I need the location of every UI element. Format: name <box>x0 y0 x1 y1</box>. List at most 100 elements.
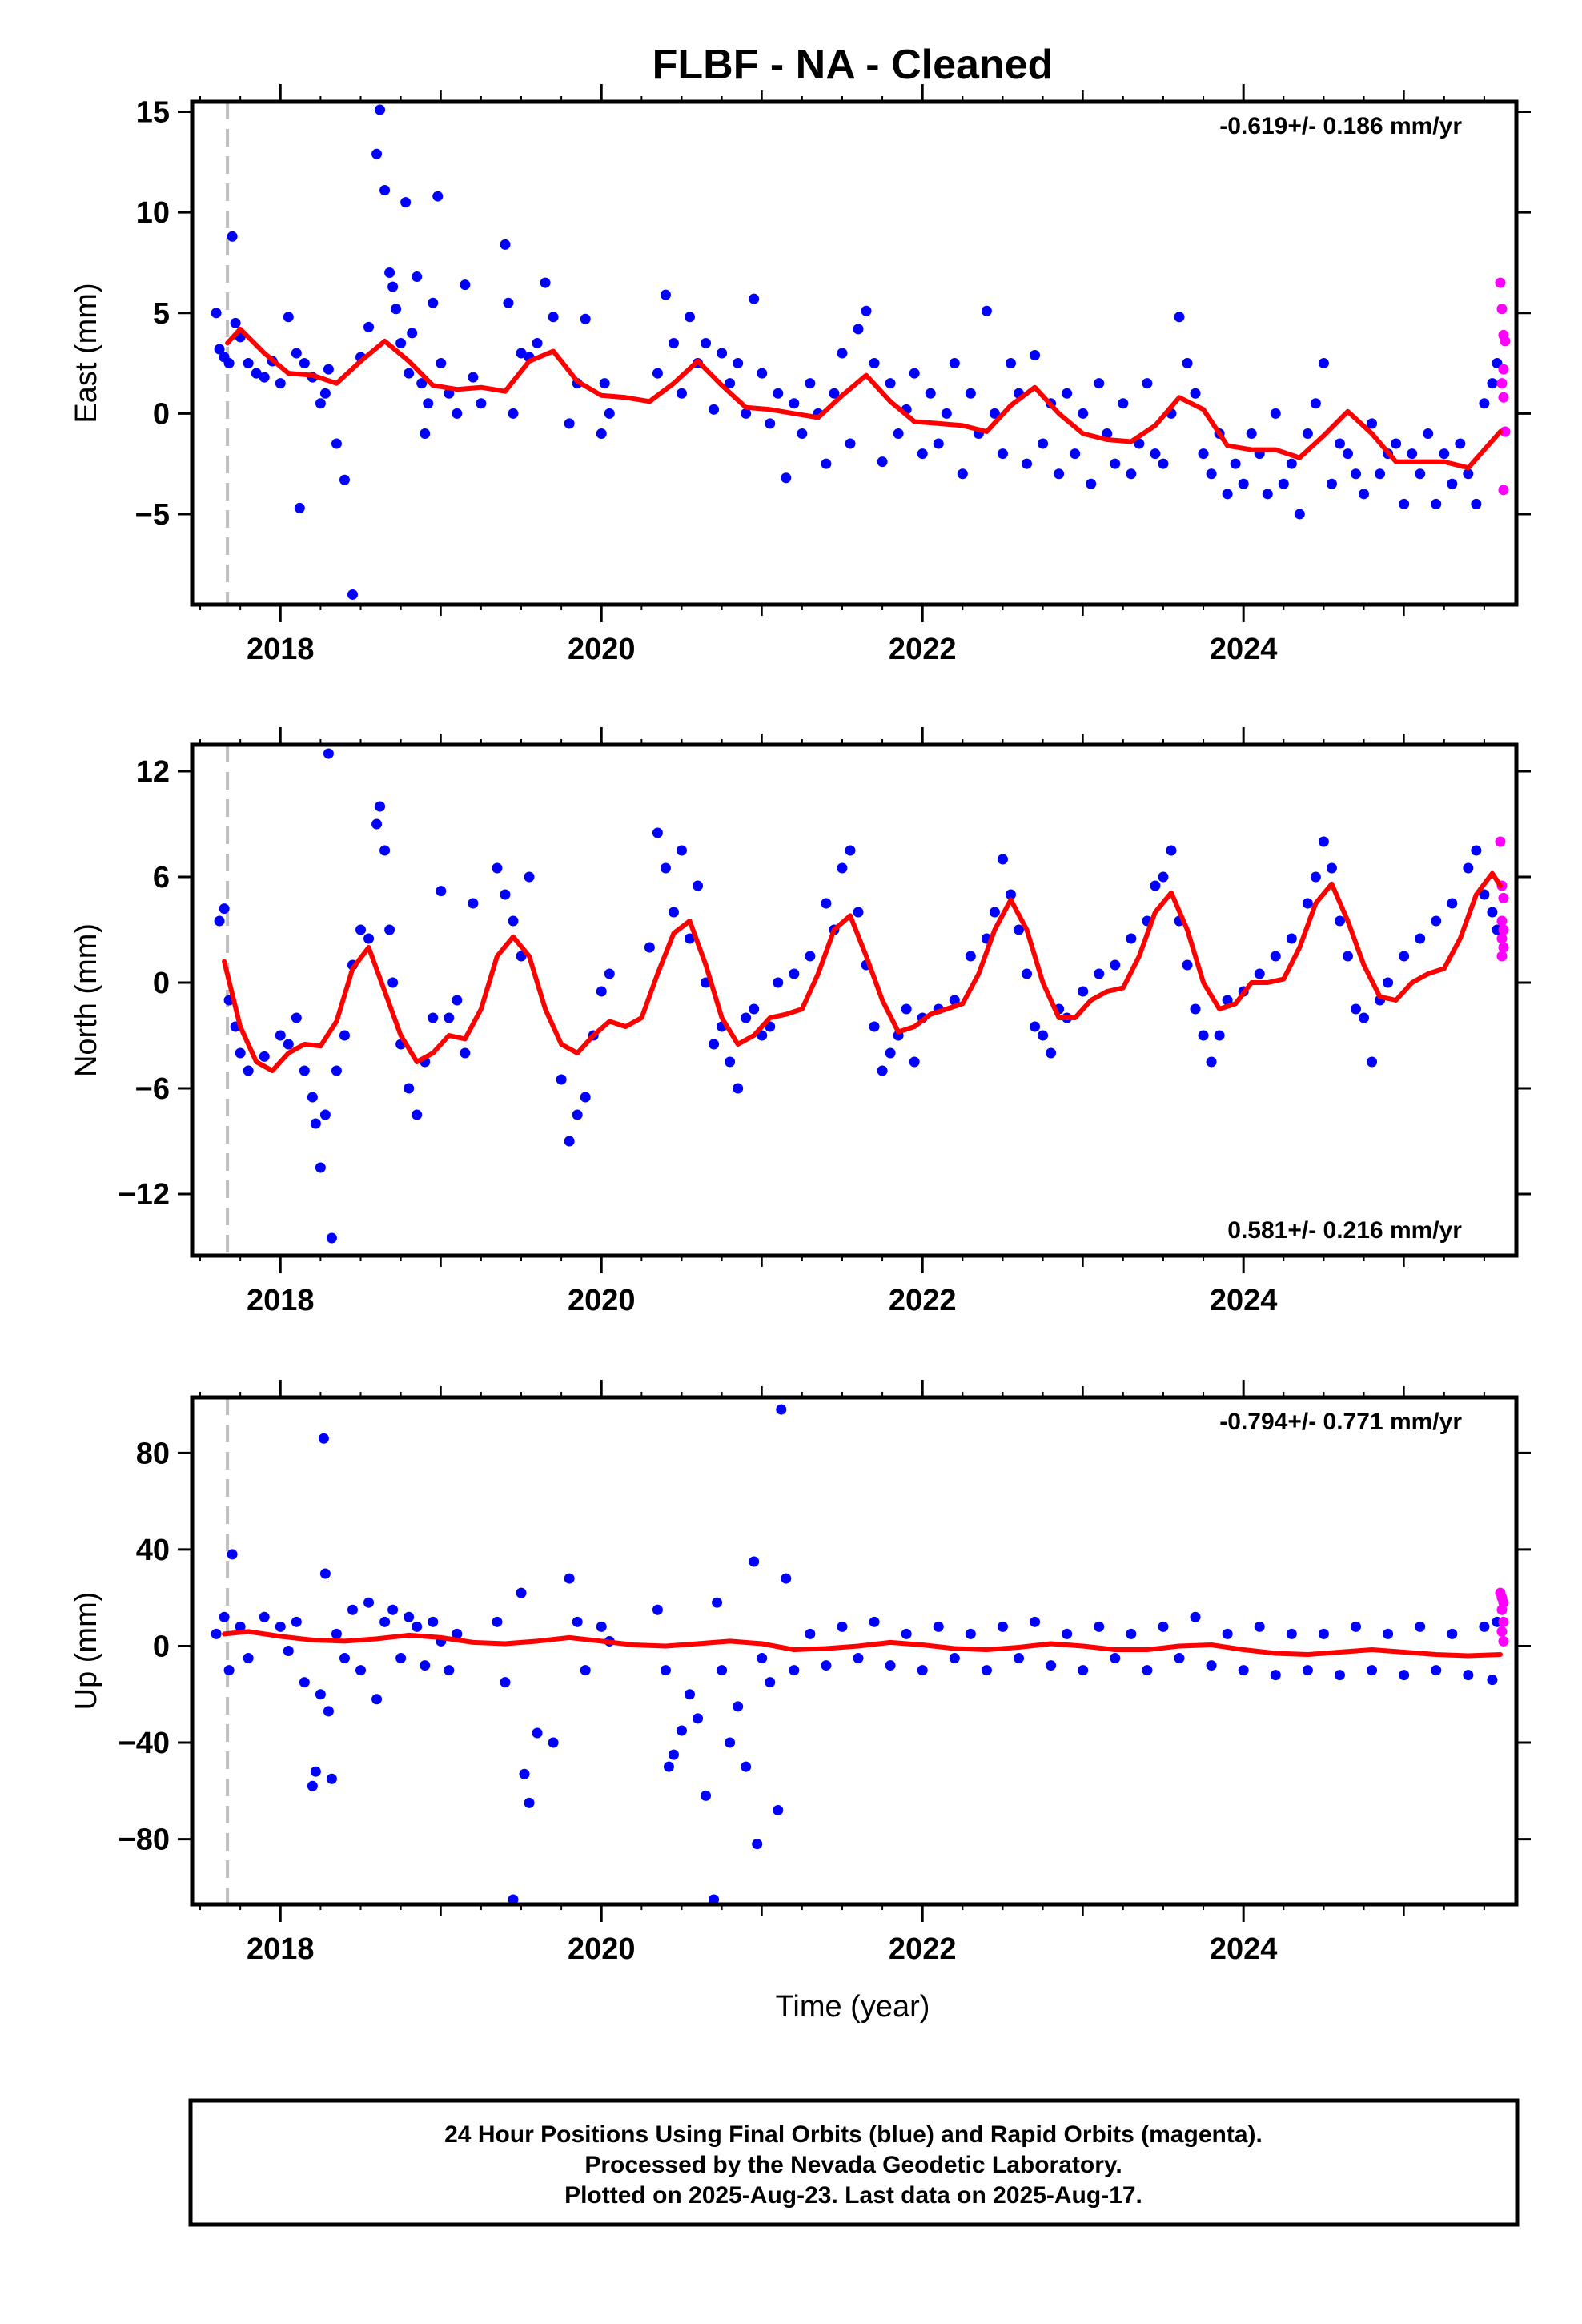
final-orbit-point <box>492 862 503 874</box>
final-orbit-point <box>1222 489 1233 500</box>
final-orbit-point <box>668 337 679 348</box>
final-orbit-point <box>1334 1670 1345 1681</box>
final-orbit-point <box>869 1616 880 1627</box>
final-orbit-point <box>243 358 254 369</box>
final-orbit-point <box>355 1665 367 1676</box>
final-orbit-point <box>452 995 463 1006</box>
final-orbit-point <box>773 1804 784 1815</box>
final-orbit-point <box>805 1628 816 1639</box>
final-orbit-point <box>460 279 471 291</box>
final-orbit-point <box>299 358 310 369</box>
final-orbit-point <box>604 968 615 979</box>
final-orbit-point <box>1166 845 1177 856</box>
final-orbit-point <box>712 1597 723 1608</box>
final-orbit-point <box>444 1012 455 1023</box>
final-orbit-point <box>821 898 832 909</box>
final-orbit-point <box>214 915 225 927</box>
final-orbit-point <box>275 378 286 389</box>
final-orbit-point <box>323 364 334 375</box>
final-orbit-point <box>404 1083 415 1094</box>
final-orbit-point <box>941 408 952 419</box>
final-orbit-point <box>885 1660 896 1671</box>
final-orbit-point <box>299 1677 310 1688</box>
final-orbit-point <box>1110 959 1121 971</box>
final-orbit-point <box>444 1665 455 1676</box>
final-orbit-point <box>384 267 396 279</box>
final-orbit-point <box>223 358 235 369</box>
final-orbit-point <box>428 297 439 308</box>
final-orbit-point <box>319 388 331 399</box>
final-orbit-point <box>1334 915 1345 927</box>
final-orbit-point <box>1214 1030 1225 1041</box>
final-orbit-point <box>319 1568 331 1579</box>
final-orbit-point <box>1206 1056 1217 1068</box>
final-orbit-point <box>452 408 463 419</box>
final-orbit-point <box>869 358 880 369</box>
rapid-orbit-point <box>1496 378 1508 389</box>
final-orbit-point <box>1310 871 1321 883</box>
final-orbit-point <box>227 1549 238 1560</box>
final-orbit-point <box>1062 1628 1073 1639</box>
final-orbit-point <box>1326 478 1337 489</box>
final-orbit-point <box>652 368 663 379</box>
final-orbit-point <box>1110 1653 1121 1664</box>
plot-area <box>211 102 1511 605</box>
y-tick-label: −12 <box>118 1178 170 1212</box>
x-tick-label: 2022 <box>889 1284 957 1317</box>
y-tick-label: −5 <box>135 498 170 532</box>
final-orbit-point <box>957 468 968 480</box>
final-orbit-point <box>1431 915 1442 927</box>
final-orbit-point <box>685 1689 696 1700</box>
final-orbit-point <box>901 1003 912 1015</box>
final-orbit-point <box>1046 1047 1057 1059</box>
final-orbit-point <box>733 1083 744 1094</box>
final-orbit-point <box>1102 428 1113 439</box>
final-orbit-point <box>1431 498 1442 509</box>
final-orbit-point <box>1158 1621 1169 1632</box>
final-orbit-point <box>407 328 418 339</box>
final-orbit-point <box>893 428 904 439</box>
final-orbit-point <box>1310 398 1321 409</box>
final-orbit-point <box>676 388 687 399</box>
final-orbit-point <box>789 398 800 409</box>
final-orbit-point <box>917 1665 928 1676</box>
final-orbit-point <box>1407 448 1418 460</box>
final-orbit-point <box>548 312 559 323</box>
final-orbit-point <box>989 408 1000 419</box>
final-orbit-point <box>676 1725 687 1736</box>
final-orbit-point <box>283 1646 294 1656</box>
final-orbit-point <box>1078 1665 1089 1676</box>
final-orbit-point <box>1270 408 1281 419</box>
final-orbit-point <box>476 398 487 409</box>
final-orbit-point <box>384 924 396 935</box>
final-orbit-point <box>1238 478 1249 489</box>
final-orbit-point <box>436 886 447 897</box>
final-orbit-point <box>1142 378 1153 389</box>
final-orbit-point <box>1046 1660 1057 1671</box>
final-orbit-point <box>773 977 784 988</box>
rapid-orbit-point <box>1500 426 1511 437</box>
final-orbit-point <box>223 1665 235 1676</box>
final-orbit-point <box>717 1665 728 1676</box>
final-orbit-point <box>211 1628 222 1639</box>
final-orbit-point <box>933 438 944 449</box>
final-orbit-point <box>1062 388 1073 399</box>
final-orbit-point <box>294 502 305 513</box>
final-orbit-point <box>371 818 383 830</box>
final-orbit-point <box>693 880 704 891</box>
final-orbit-point <box>1013 924 1024 935</box>
final-orbit-point <box>757 1653 768 1664</box>
final-orbit-point <box>1198 1030 1209 1041</box>
final-orbit-point <box>1463 1670 1474 1681</box>
final-orbit-point <box>949 1653 960 1664</box>
rapid-orbit-point <box>1495 836 1506 847</box>
final-orbit-point <box>1030 1021 1041 1032</box>
final-orbit-point <box>599 378 610 389</box>
final-orbit-point <box>853 907 864 918</box>
final-orbit-point <box>404 368 415 379</box>
x-tick-label: 2024 <box>1210 633 1278 666</box>
final-orbit-point <box>1423 428 1434 439</box>
final-orbit-point <box>572 1616 583 1627</box>
final-orbit-point <box>387 1604 399 1615</box>
